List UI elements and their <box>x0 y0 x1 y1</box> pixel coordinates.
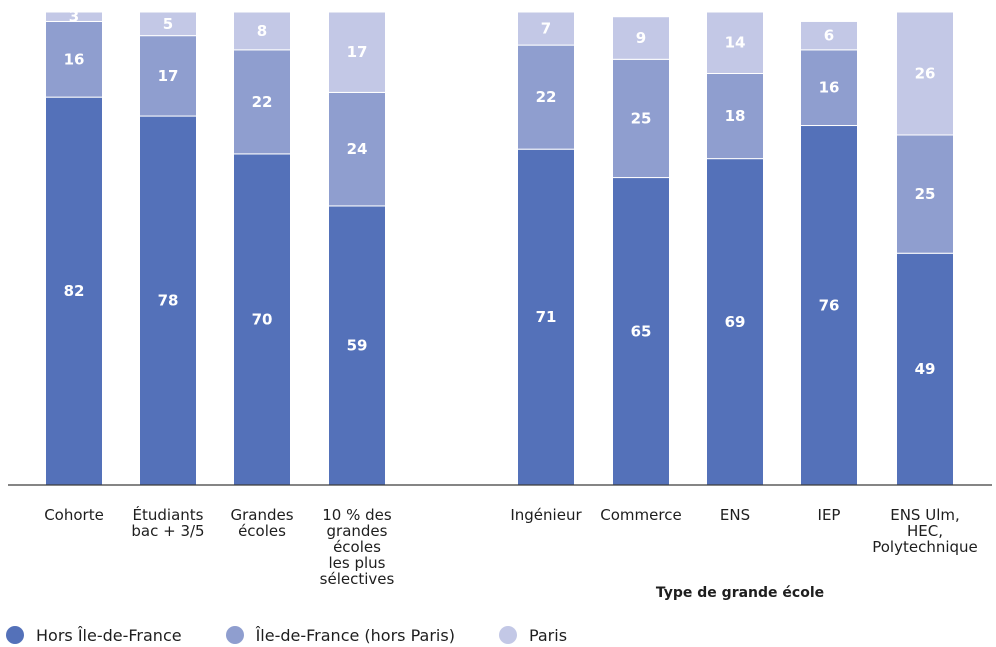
bar-segment <box>896 11 954 136</box>
legend-item-hors-idf: Hors Île-de-France <box>6 626 182 645</box>
segment-value-label: 16 <box>64 50 85 68</box>
legend-swatch-hors-idf <box>6 626 24 644</box>
bar-segment <box>612 177 670 486</box>
segment-value-label: 22 <box>536 88 557 106</box>
bar-segment <box>328 11 386 93</box>
category-label: IEP <box>818 506 841 524</box>
legend-item-idf-hors-paris: Île-de-France (hors Paris) <box>225 625 455 645</box>
segment-value-label: 5 <box>163 15 173 33</box>
legend-label-idf-hors-paris: Île-de-France (hors Paris) <box>255 625 455 645</box>
bar-segment <box>233 49 291 155</box>
segment-value-label: 49 <box>915 360 936 378</box>
bar-segment <box>706 72 764 160</box>
category-label: Commerce <box>600 506 681 524</box>
segment-value-label: 22 <box>252 93 273 111</box>
bar-segment <box>800 20 858 51</box>
segment-value-label: 69 <box>725 313 746 331</box>
category-label: ENS <box>720 506 750 524</box>
legend-label-paris: Paris <box>528 625 568 645</box>
legend-swatch-idf-hors-paris <box>225 626 244 644</box>
bar-segment <box>328 91 386 207</box>
segment-value-label: 18 <box>725 107 746 125</box>
legend-label-hors-idf: Hors Île-de-France <box>36 625 182 645</box>
segment-value-label: 17 <box>347 43 368 61</box>
bar-segment <box>139 35 197 117</box>
segment-value-label: 25 <box>915 185 936 203</box>
segment-value-label: 17 <box>158 67 179 85</box>
segment-value-label: 7 <box>541 20 551 38</box>
category-label: Ingénieur <box>510 506 582 524</box>
bar-segment <box>517 11 575 46</box>
segment-value-label: 6 <box>824 27 834 45</box>
bar-segment <box>800 49 858 127</box>
segment-labels-layer: 82 16 3 78 17 5 70 22 8 59 24 17 71 22 7 65 25 9 69 18 14 76 1… <box>64 8 936 378</box>
segment-value-label: 70 <box>252 310 273 328</box>
bar-segment <box>800 125 858 486</box>
segment-value-label: 26 <box>915 64 936 82</box>
bar-segment <box>139 11 197 37</box>
category-label: ENS Ulm, HEC, Polytechnique <box>872 506 978 556</box>
legend-swatch-paris <box>498 626 517 644</box>
segment-value-label: 25 <box>631 109 652 127</box>
category-labels-layer: Cohorte Étudiants bac + 3/5 Grandes écoles 10… <box>44 505 978 588</box>
stacked-bar-chart: 82 16 3 78 17 5 70 22 8 59 24 17 71 22 7 65 25 9 69 18 14 76 1… <box>8 8 992 601</box>
bar-segment <box>612 16 670 60</box>
bar-segment <box>896 252 954 486</box>
segment-value-label: 59 <box>347 336 368 354</box>
segment-value-label: 14 <box>725 34 746 52</box>
bar-segment <box>139 115 197 486</box>
segment-value-label: 76 <box>819 296 840 314</box>
segment-value-label: 71 <box>536 308 557 326</box>
bar-segment <box>706 158 764 486</box>
bar-segment <box>45 11 103 22</box>
segment-value-label: 9 <box>636 29 646 47</box>
bar-segment <box>612 58 670 179</box>
segment-value-label: 24 <box>347 140 368 158</box>
bar-segment <box>45 96 103 486</box>
segment-value-label: 3 <box>69 8 79 26</box>
segment-value-label: 78 <box>158 292 179 310</box>
category-label: Cohorte <box>44 506 104 524</box>
category-label: 10 % des grandes écoles les plus sélectives <box>320 506 395 588</box>
segment-value-label: 82 <box>64 282 85 300</box>
bar-segment <box>517 148 575 486</box>
segment-value-label: 16 <box>819 79 840 97</box>
bars-layer <box>45 11 954 486</box>
segment-value-label: 65 <box>631 322 652 340</box>
category-label: Grandes écoles <box>230 506 293 540</box>
category-label: Étudiants bac + 3/5 <box>131 505 204 540</box>
x-axis-title: Type de grande école <box>656 585 824 601</box>
bar-segment <box>233 11 291 51</box>
segment-value-label: 8 <box>257 22 267 40</box>
bar-segment <box>706 11 764 74</box>
legend-item-paris: Paris <box>498 625 568 645</box>
legend: Hors Île-de-France Île-de-France (hors P… <box>6 624 611 646</box>
bar-segment <box>896 134 954 254</box>
bar-segment <box>45 20 103 98</box>
